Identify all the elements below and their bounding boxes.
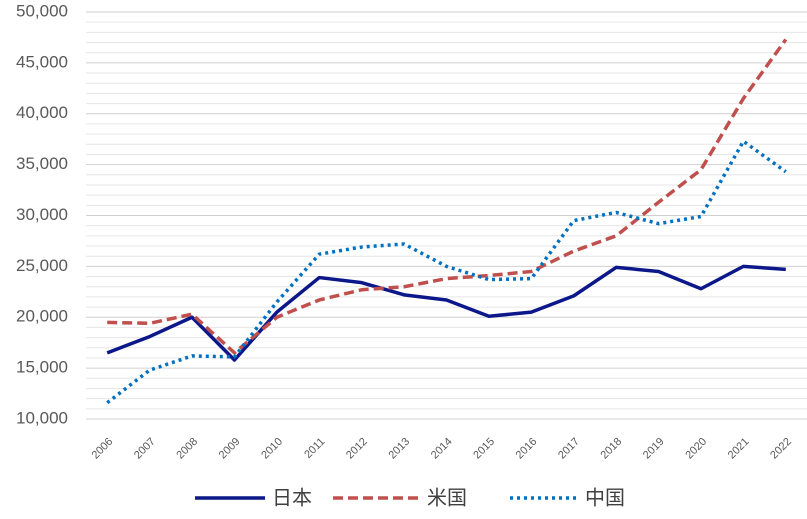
x-tick-label: 2013 [386,436,412,462]
y-tick-label: 45,000 [16,52,68,71]
y-tick-label: 20,000 [16,307,68,326]
series-line [106,264,786,362]
y-tick-label: 30,000 [16,205,68,224]
y-tick-label: 50,000 [16,1,68,20]
y-tick-label: 15,000 [16,358,68,377]
x-tick-label: 2015 [471,436,497,462]
x-tick-label: 2016 [514,436,540,462]
x-tick-label: 2018 [599,436,625,462]
x-tick-label: 2019 [641,436,667,462]
x-tick-label: 2020 [683,436,709,462]
y-tick-label: 40,000 [16,103,68,122]
x-tick-label: 2014 [429,436,455,462]
legend-label: 米国 [427,486,467,509]
x-tick-label: 2006 [90,436,116,462]
legend-label: 中国 [585,486,625,509]
series-line [107,38,788,355]
x-tick-label: 2009 [217,436,243,462]
x-tick-label: 2010 [259,436,285,462]
x-tick-label: 2007 [132,436,158,462]
x-tick-label: 2021 [726,436,752,462]
y-tick-label: 10,000 [16,408,68,427]
legend-label: 日本 [272,486,312,509]
x-tick-label: 2008 [174,436,200,462]
x-tick-label: 2011 [302,436,327,461]
x-tick-label: 2012 [344,436,370,462]
series-line [106,139,787,405]
x-tick-label: 2022 [768,436,794,462]
y-tick-label: 35,000 [16,154,68,173]
x-tick-label: 2017 [556,436,582,462]
y-tick-label: 25,000 [16,256,68,275]
